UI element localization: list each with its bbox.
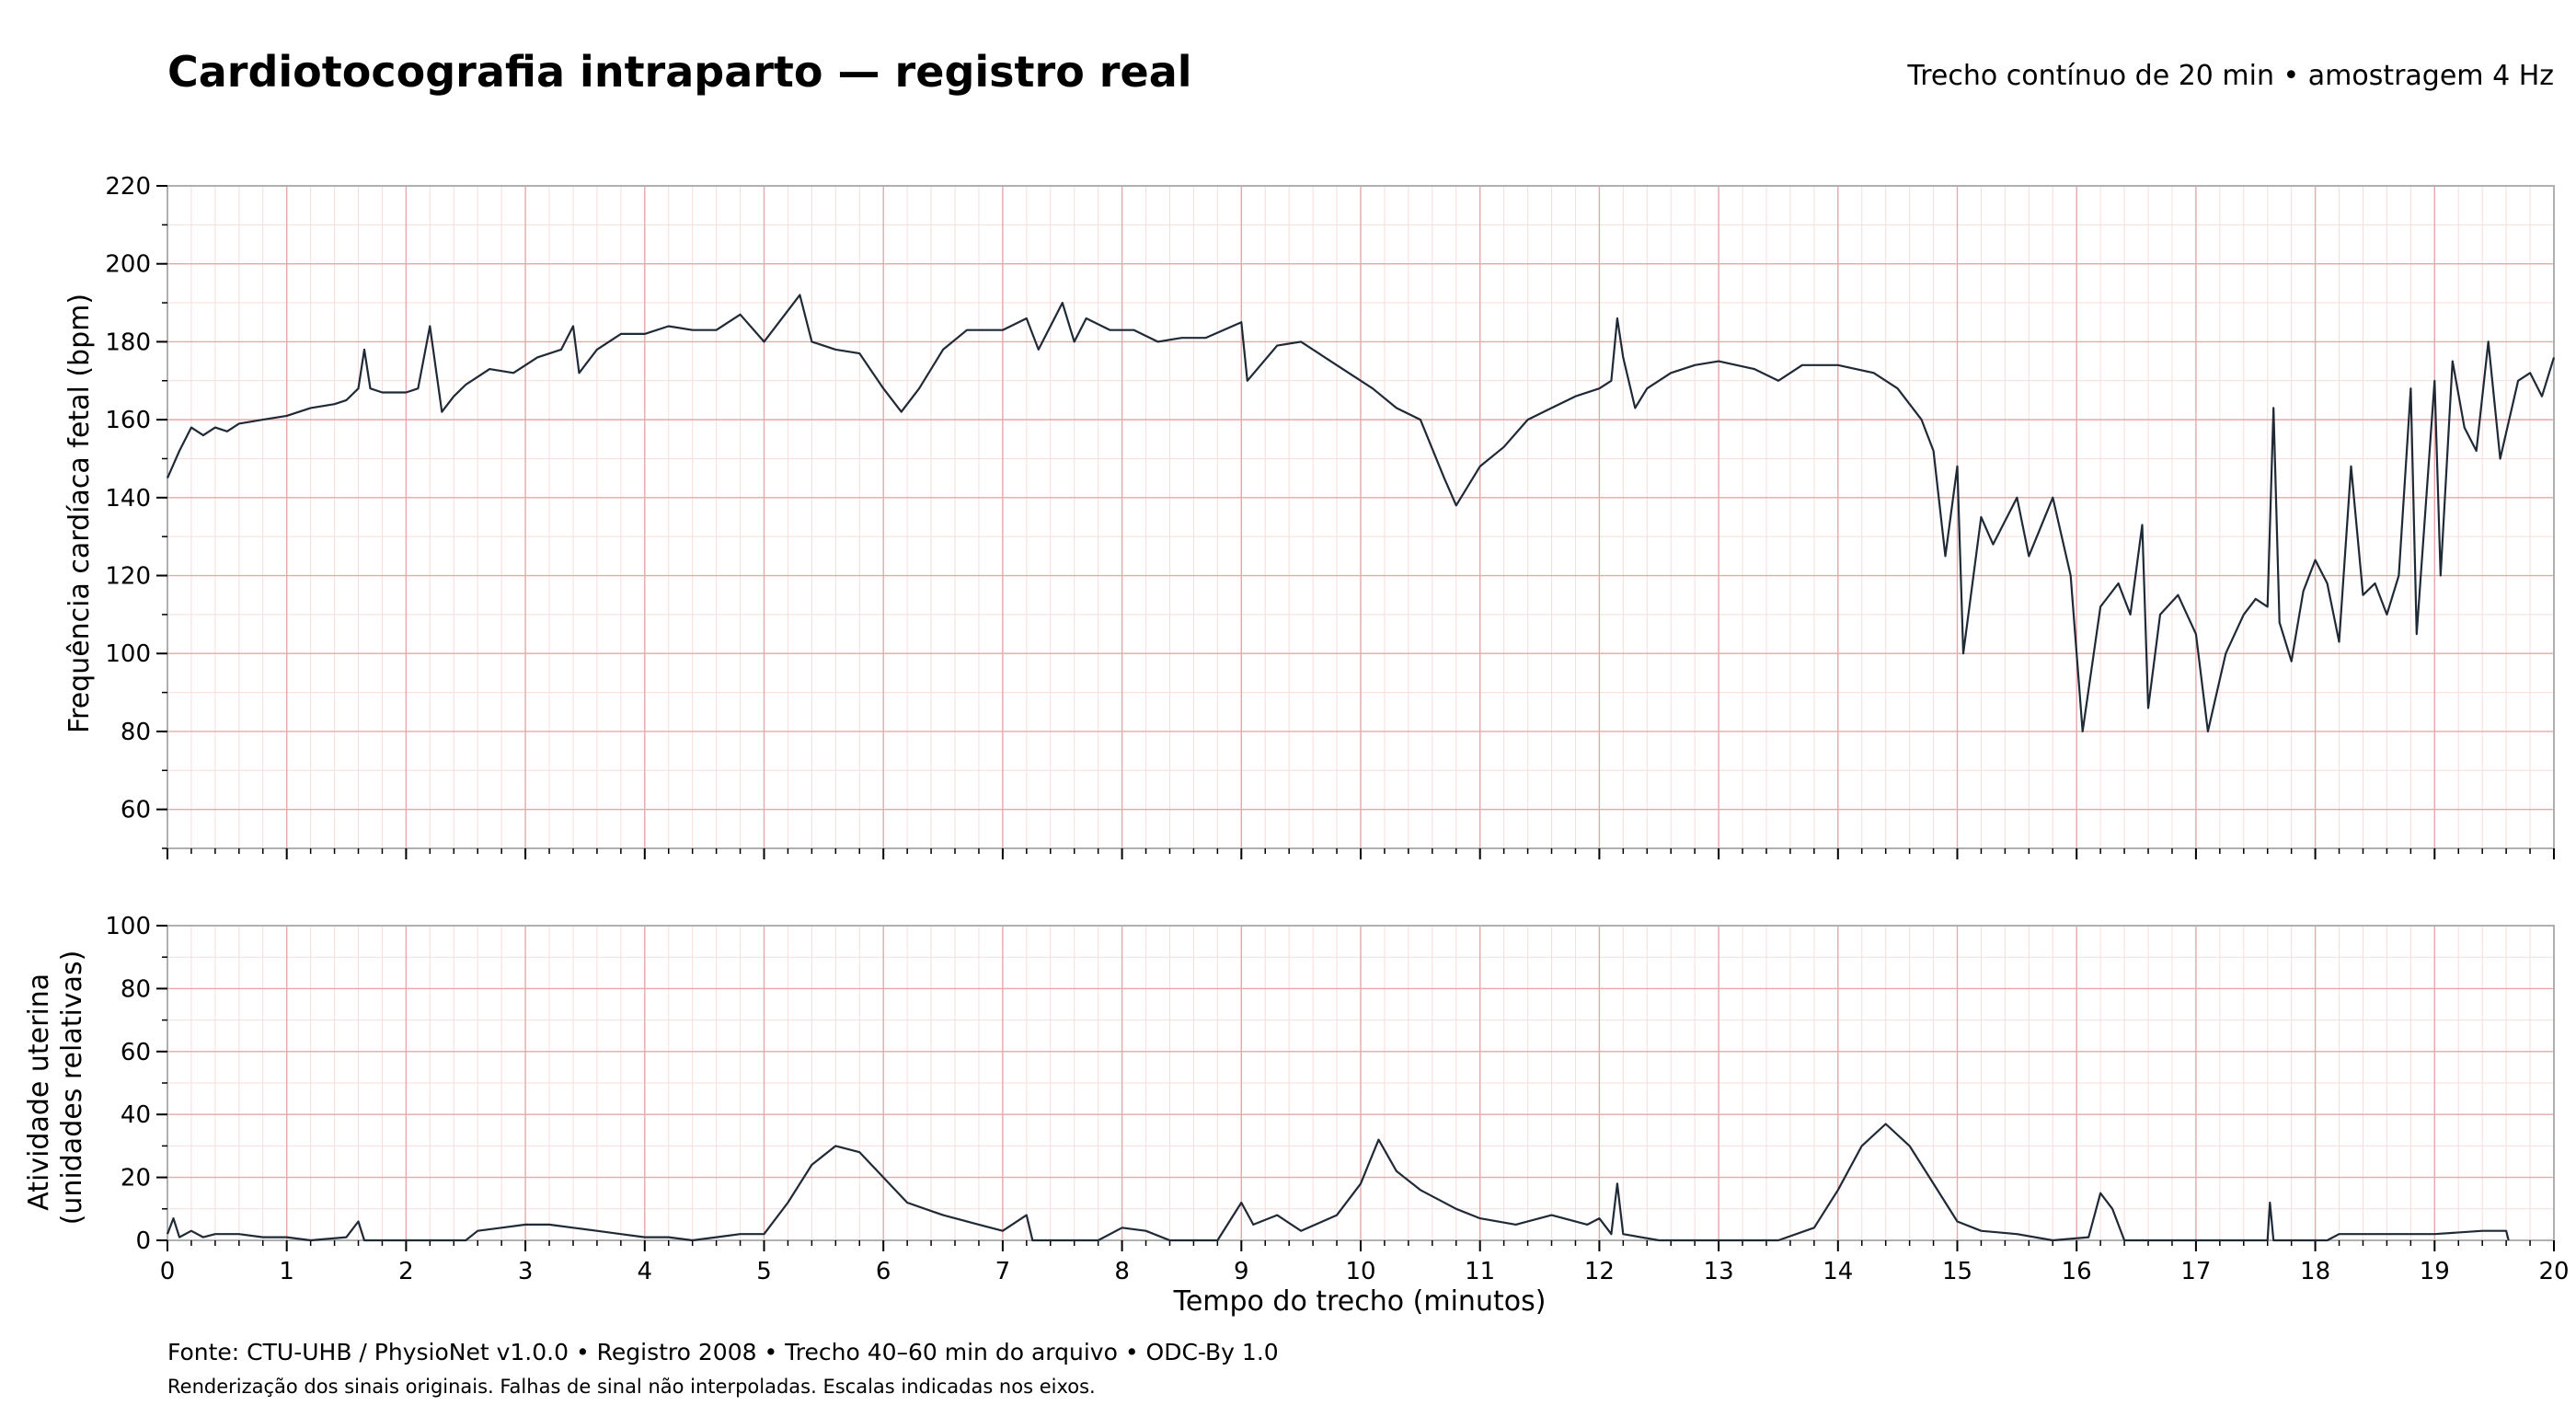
x-tick-label: 18 — [2300, 1258, 2330, 1285]
x-tick-label: 13 — [1704, 1258, 1734, 1285]
x-axis-label: Tempo do trecho (minutos) — [1173, 1285, 1547, 1318]
y-tick-label: 100 — [105, 640, 151, 668]
x-tick-label: 4 — [638, 1258, 653, 1285]
y-tick-label: 100 — [105, 913, 151, 940]
y-tick-label: 60 — [121, 1039, 151, 1066]
x-tick-label: 9 — [1234, 1258, 1249, 1285]
x-tick-label: 14 — [1823, 1258, 1853, 1285]
y-tick-label: 160 — [105, 407, 151, 434]
x-tick-label: 19 — [2420, 1258, 2450, 1285]
x-tick-label: 3 — [518, 1258, 534, 1285]
y-tick-label: 220 — [105, 173, 151, 201]
x-tick-label: 1 — [279, 1258, 294, 1285]
x-tick-label: 7 — [995, 1258, 1011, 1285]
x-tick-label: 11 — [1465, 1258, 1495, 1285]
y-tick-label: 180 — [105, 328, 151, 356]
y-tick-label: 200 — [105, 251, 151, 279]
x-tick-label: 5 — [756, 1258, 772, 1285]
x-tick-label: 17 — [2180, 1258, 2211, 1285]
y-tick-label: 20 — [121, 1165, 151, 1192]
x-tick-label: 12 — [1584, 1258, 1615, 1285]
y-tick-label: 40 — [121, 1101, 151, 1129]
y-tick-label: 120 — [105, 563, 151, 591]
note-line: Renderização dos sinais originais. Falha… — [167, 1376, 1096, 1398]
series-line-ua — [166, 1123, 2510, 1242]
chart-subtitle: Trecho contínuo de 20 min • amostragem 4… — [1906, 60, 2554, 92]
y-tick-label: 80 — [121, 975, 151, 1003]
ua-y-axis-label: Atividade uterina (unidades relativas) — [23, 950, 88, 1226]
y-tick-label: 80 — [121, 719, 151, 746]
x-tick-label: 0 — [160, 1258, 176, 1285]
chart-title: Cardiotocografia intraparto — registro r… — [167, 47, 1192, 97]
x-tick-label: 6 — [876, 1258, 891, 1285]
x-tick-label: 20 — [2538, 1258, 2569, 1285]
x-tick-label: 2 — [398, 1258, 414, 1285]
y-tick-label: 0 — [135, 1227, 151, 1255]
series-line-fhr — [166, 294, 2556, 732]
x-tick-label: 16 — [2062, 1258, 2092, 1285]
y-tick-label: 140 — [105, 485, 151, 513]
ua-y-axis-label-line-2: (unidades relativas) — [56, 950, 88, 1226]
y-tick-label: 60 — [121, 797, 151, 824]
source-line: Fonte: CTU-UHB / PhysioNet v1.0.0 • Regi… — [167, 1339, 1279, 1365]
x-tick-label: 15 — [1942, 1258, 1972, 1285]
x-tick-label: 8 — [1114, 1258, 1130, 1285]
fhr-y-axis-label: Frequência cardíaca fetal (bpm) — [63, 294, 96, 733]
fhr-panel: 60 80 100 120 140 160 180 200 220 — [105, 173, 2556, 859]
x-tick-label: 10 — [1345, 1258, 1375, 1285]
ua-y-axis-label-line-1: Atividade uterina — [23, 973, 55, 1211]
